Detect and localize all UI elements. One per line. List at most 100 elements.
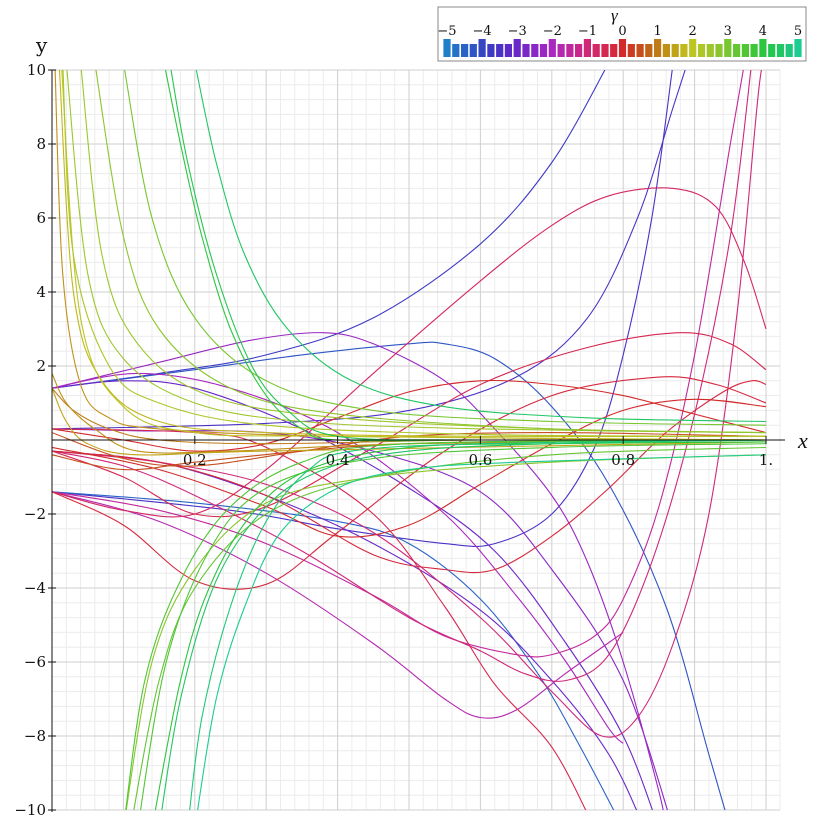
legend-swatch (645, 44, 653, 57)
legend-swatch (496, 44, 504, 57)
legend: γ −5 −4 −3 −2 −1 0 1 2 3 4 5 (437, 6, 807, 62)
legend-label: 3 (724, 24, 732, 39)
legend-swatch (776, 44, 785, 57)
series-line (52, 70, 606, 389)
legend-swatch (733, 44, 741, 57)
y-tick-label: 4 (36, 283, 46, 301)
series-line (170, 70, 767, 441)
y-tick-label: −8 (24, 727, 46, 745)
series-line (197, 454, 767, 810)
legend-swatches (443, 39, 802, 57)
series-line (52, 70, 762, 738)
legend-title: γ (611, 6, 619, 25)
series-line (52, 373, 767, 454)
legend-swatch (592, 44, 600, 57)
series-line (189, 439, 767, 810)
legend-swatch (785, 44, 793, 57)
series-line (154, 441, 767, 810)
legend-swatch (618, 39, 627, 57)
y-tick-label: 10 (27, 61, 46, 79)
series-line (52, 70, 744, 658)
x-tick-label: 0.6 (468, 451, 492, 469)
legend-label: 5 (794, 24, 802, 39)
legend-swatch (741, 44, 749, 57)
legend-swatch (636, 44, 644, 57)
legend-swatch (715, 44, 723, 57)
y-tick-label: −4 (24, 579, 46, 597)
legend-swatch (583, 39, 591, 57)
series-line (124, 70, 767, 426)
legend-label: 1 (653, 24, 661, 39)
series-line (54, 70, 767, 441)
y-tick-label: −2 (24, 505, 46, 523)
legend-swatch (557, 44, 565, 57)
series-line (195, 70, 767, 423)
legend-swatch (689, 39, 697, 57)
legend-swatch (566, 44, 574, 57)
legend-swatch (522, 44, 530, 57)
legend-swatch (469, 44, 477, 57)
series-line (140, 443, 767, 810)
legend-label: 4 (759, 24, 767, 39)
legend-swatch (680, 44, 688, 57)
series-line (52, 380, 653, 810)
series-line (62, 70, 767, 437)
legend-swatch (443, 39, 451, 57)
series-line (58, 70, 767, 438)
legend-swatch (662, 44, 670, 57)
x-tick-label: 0.4 (326, 451, 350, 469)
legend-swatch (601, 44, 609, 57)
series-line (66, 70, 767, 434)
legend-swatch (531, 44, 539, 57)
legend-label: −2 (543, 24, 562, 39)
legend-swatch (697, 44, 706, 57)
legend-swatch (452, 44, 460, 57)
y-tick-label: 8 (36, 135, 46, 153)
legend-swatch (487, 44, 495, 57)
legend-swatch (513, 39, 521, 57)
series-line (52, 380, 767, 574)
legend-label: 2 (689, 24, 697, 39)
y-tick-label: −6 (24, 653, 46, 671)
legend-label: −4 (473, 24, 492, 39)
legend-swatch (750, 44, 758, 57)
series-line (133, 446, 767, 810)
x-tick-label: 1. (759, 451, 773, 469)
y-tick-label: 2 (36, 357, 46, 375)
series-line (52, 491, 624, 719)
x-tick-label: 0.8 (611, 451, 635, 469)
legend-swatch (724, 39, 732, 57)
legend-swatch (706, 44, 714, 57)
y-ticks: 10 8 6 4 2 −2 −4 −6 −8 −10 (14, 61, 56, 819)
legend-label: 0 (618, 24, 626, 39)
series-line (52, 491, 615, 810)
legend-swatch (539, 44, 548, 57)
series-line (125, 454, 767, 810)
legend-swatch (575, 44, 583, 57)
axes (51, 70, 785, 812)
legend-swatch (504, 44, 512, 57)
legend-swatch (794, 39, 802, 57)
series-line (161, 439, 767, 810)
x-tick-label: 0.2 (183, 451, 207, 469)
legend-swatch (461, 44, 469, 57)
y-axis-title: y (35, 33, 48, 57)
x-axis-title: x (797, 428, 808, 453)
y-tick-label: 6 (36, 209, 46, 227)
legend-swatch (671, 44, 679, 57)
legend-swatch (610, 44, 618, 57)
series-line (52, 376, 767, 590)
y-tick-label: −10 (14, 801, 46, 819)
series-line (125, 439, 767, 810)
legend-swatch (548, 39, 556, 57)
series-line (52, 341, 726, 810)
series-line (52, 372, 624, 744)
series-line (164, 70, 766, 442)
legend-label: −5 (437, 24, 456, 39)
legend-label: −1 (578, 24, 597, 39)
series-line (95, 70, 767, 434)
series-line (61, 70, 767, 441)
legend-swatch (654, 39, 662, 57)
series-line (52, 379, 767, 452)
